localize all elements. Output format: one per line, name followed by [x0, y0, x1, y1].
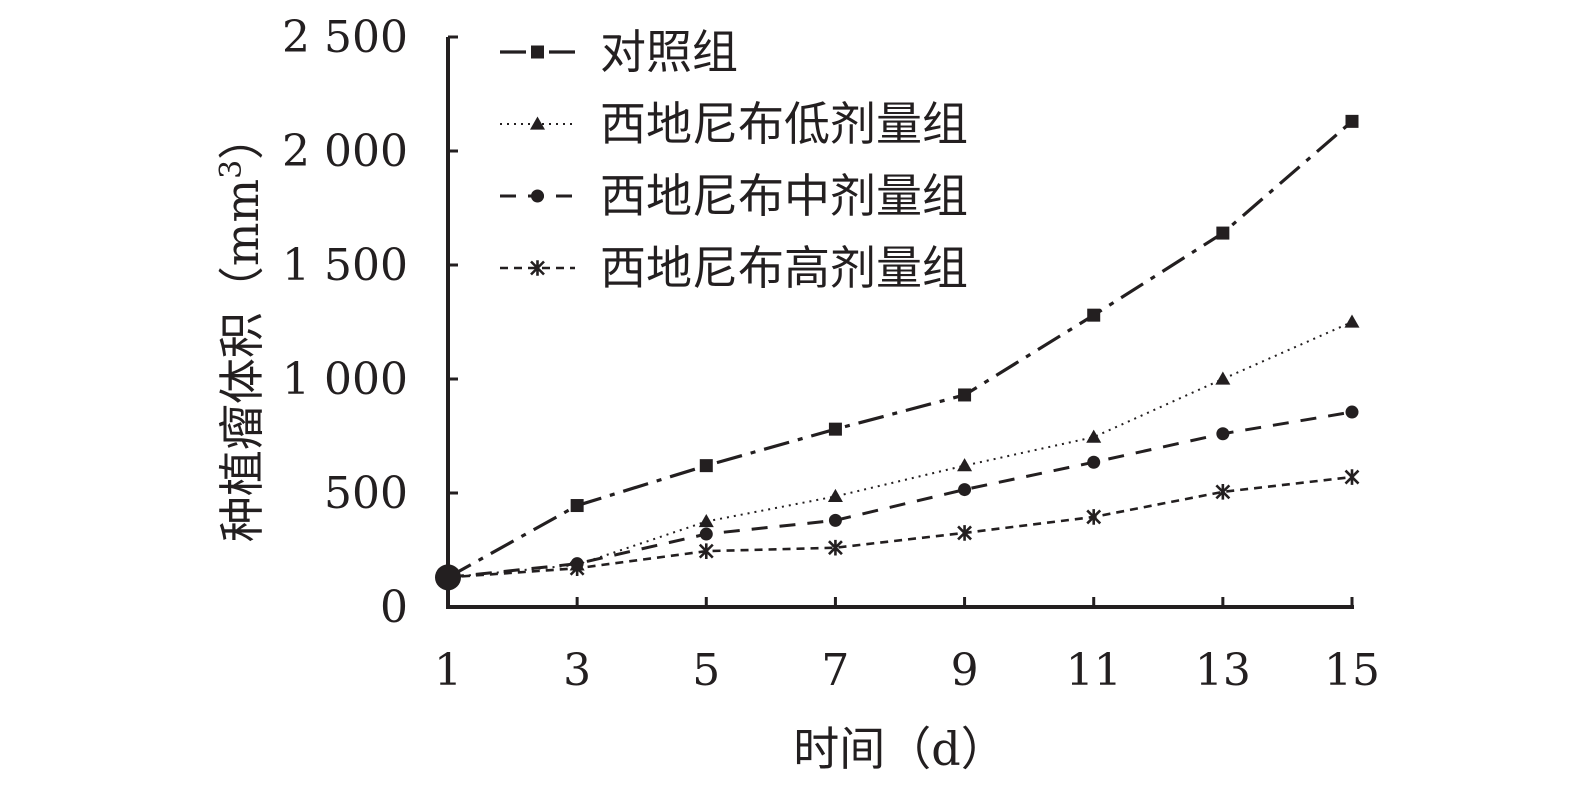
legend-label: 西地尼布中剂量组 — [600, 169, 968, 223]
series-layer — [435, 114, 1360, 591]
legend-label: 西地尼布低剂量组 — [600, 97, 968, 151]
x-axis-title: 时间（d） — [793, 722, 1006, 776]
y-axis-title-end: ） — [215, 114, 269, 160]
data-point-triangle — [827, 488, 843, 503]
x-ticks: 1 3 5 7 9 11 13 15 — [434, 597, 1380, 696]
data-point-square — [570, 499, 584, 513]
legend-item-triangle: 西地尼布低剂量组 — [500, 97, 968, 151]
data-point-triangle — [1086, 429, 1102, 443]
data-point-circle — [1345, 405, 1359, 419]
data-point-star — [1215, 484, 1231, 500]
data-point-square — [828, 422, 842, 436]
y-axis-title-main: 种植瘤体积（mm — [215, 179, 269, 542]
axes — [446, 37, 1354, 609]
y-tick-label: 500 — [324, 468, 408, 519]
data-point-triangle — [698, 514, 714, 528]
legend-marker-circle — [531, 189, 544, 203]
data-point-circle — [828, 513, 842, 527]
data-point-triangle — [1344, 314, 1360, 328]
x-tick-label: 1 — [434, 645, 462, 696]
y-ticks: 0 500 1 000 1 500 2 000 2 500 — [282, 12, 458, 633]
data-point-circle — [1216, 427, 1230, 441]
data-point-circle — [699, 527, 713, 541]
legend-item-square: 对照组 — [500, 25, 738, 79]
series-line-star — [447, 475, 1353, 579]
series-star — [447, 469, 1360, 579]
y-axis-title: 种植瘤体积（mm3） — [214, 114, 270, 542]
start-point — [435, 564, 461, 591]
y-tick-label: 2 500 — [282, 12, 408, 63]
series-triangle — [447, 314, 1360, 579]
data-point-circle — [958, 483, 972, 497]
legend-item-circle: 西地尼布中剂量组 — [500, 169, 968, 223]
data-point-square — [1087, 308, 1101, 322]
series-line-square — [447, 120, 1354, 579]
data-point-square — [958, 388, 972, 402]
x-tick-label: 7 — [821, 645, 849, 696]
data-point-triangle — [1215, 371, 1231, 385]
x-tick-label: 11 — [1066, 645, 1122, 696]
legend-label: 西地尼布高剂量组 — [600, 241, 968, 295]
series-line-circle — [447, 410, 1353, 579]
legend-item-star: 西地尼布高剂量组 — [500, 241, 968, 295]
data-point-star — [698, 543, 714, 559]
y-tick-label: 1 500 — [282, 240, 408, 291]
data-point-star — [1344, 469, 1360, 485]
series-square — [447, 114, 1359, 579]
data-point-star — [569, 560, 585, 577]
legend-marker-triangle — [530, 116, 545, 130]
data-point-star — [957, 525, 972, 541]
y-tick-label: 1 000 — [282, 354, 408, 405]
data-point-square — [1345, 114, 1359, 128]
data-point-triangle — [957, 458, 973, 472]
data-point-circle — [1087, 455, 1101, 469]
series-line-triangle — [447, 321, 1353, 579]
data-point-star — [828, 539, 843, 556]
data-point-square — [699, 459, 713, 473]
y-tick-label: 2 000 — [282, 126, 408, 177]
data-point-square — [1216, 226, 1230, 240]
y-axis-title-superscript: 3 — [214, 160, 249, 179]
legend-marker-square — [531, 45, 544, 59]
x-tick-label: 13 — [1195, 645, 1251, 696]
x-tick-label: 15 — [1324, 645, 1380, 696]
legend-marker-star — [530, 260, 545, 276]
x-tick-label: 5 — [692, 645, 720, 696]
legend-label: 对照组 — [600, 25, 738, 79]
x-tick-label: 9 — [951, 645, 979, 696]
y-tick-label: 0 — [380, 582, 408, 633]
series-circle — [447, 405, 1359, 579]
data-point-star — [1086, 509, 1102, 525]
x-tick-label: 3 — [563, 645, 591, 696]
